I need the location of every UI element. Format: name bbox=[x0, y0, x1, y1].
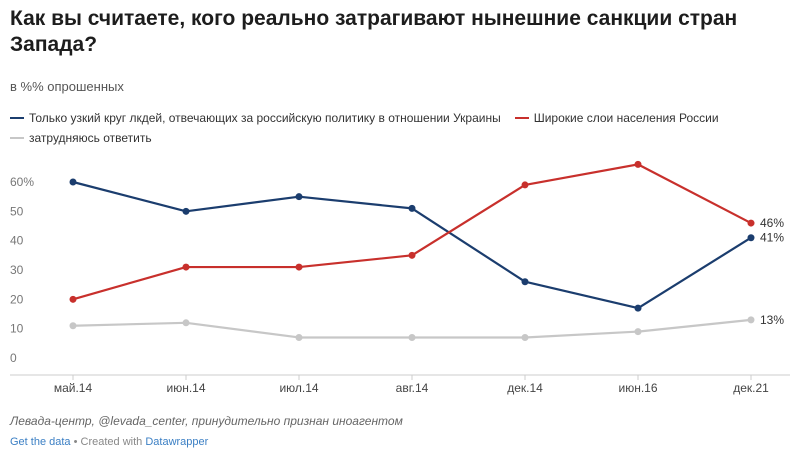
chart-subtitle: в %% опрошенных bbox=[10, 79, 124, 94]
data-point-series-3 bbox=[295, 333, 303, 341]
data-point-series-3 bbox=[747, 316, 755, 324]
legend-item-series-3: затрудняюсь ответить bbox=[10, 128, 152, 148]
legend-item-series-1: Только узкий круг лкдей, отвечающих за р… bbox=[10, 108, 501, 128]
line-chart: 60% 50 40 30 20 10 0 май.14 июн.14 июл.14 авг.14 д… bbox=[10, 160, 790, 395]
get-data-link[interactable]: Get the data bbox=[10, 436, 71, 448]
x-tick-label: дек.14 bbox=[507, 381, 543, 395]
legend: Только узкий круг лкдей, отвечающих за р… bbox=[10, 108, 790, 148]
end-label-series-1: 41% bbox=[760, 231, 784, 245]
credit-separator: • bbox=[70, 436, 81, 448]
legend-swatch-series-3 bbox=[10, 137, 24, 139]
y-tick-label: 10 bbox=[10, 322, 24, 336]
y-tick-label: 50 bbox=[10, 204, 24, 218]
end-label-series-3: 13% bbox=[760, 313, 784, 327]
x-axis-ticks: май.14 июн.14 июл.14 авг.14 дек.14 июн.16 дек.… bbox=[54, 375, 769, 395]
legend-item-series-2: Широкие слои населения России bbox=[514, 108, 719, 128]
end-label-series-2: 46% bbox=[760, 216, 784, 230]
y-tick-label: 40 bbox=[10, 234, 24, 248]
data-point-series-1 bbox=[295, 193, 303, 201]
legend-swatch-series-2 bbox=[514, 117, 529, 119]
x-tick-label: июн.14 bbox=[166, 381, 205, 395]
data-point-series-3 bbox=[182, 319, 190, 327]
y-axis-ticks: 60% 50 40 30 20 10 0 bbox=[10, 175, 34, 365]
data-point-series-3 bbox=[69, 322, 77, 330]
x-tick-label: июн.16 bbox=[618, 381, 657, 395]
data-point-series-1 bbox=[747, 234, 755, 242]
legend-label-series-3: затрудняюсь ответить bbox=[29, 131, 152, 145]
data-point-series-1 bbox=[634, 304, 642, 312]
data-point-series-1 bbox=[69, 178, 77, 186]
data-point-series-3 bbox=[408, 333, 416, 341]
data-point-series-2 bbox=[747, 219, 755, 227]
data-point-series-1 bbox=[182, 207, 190, 215]
legend-swatch-series-1 bbox=[10, 117, 24, 119]
data-point-series-3 bbox=[634, 328, 642, 336]
end-labels: 13% 41%46% bbox=[760, 216, 784, 327]
datawrapper-link[interactable]: Datawrapper bbox=[145, 436, 209, 448]
series-line-1 bbox=[72, 180, 752, 310]
y-tick-label: 60% bbox=[10, 175, 34, 189]
source-note: Левада-центр, @levada_center, принудител… bbox=[10, 414, 403, 428]
data-point-series-2 bbox=[521, 181, 529, 189]
legend-label-series-2: Широкие слои населения России bbox=[533, 111, 719, 125]
y-tick-label: 0 bbox=[10, 351, 17, 365]
x-tick-label: авг.14 bbox=[396, 381, 429, 395]
data-point-series-3 bbox=[521, 333, 529, 341]
y-tick-label: 30 bbox=[10, 263, 24, 277]
data-point-series-2 bbox=[634, 160, 642, 168]
created-with-text: Created with bbox=[80, 436, 146, 448]
series-line-2 bbox=[72, 163, 752, 301]
legend-label-series-1: Только узкий круг лкдей, отвечающих за р… bbox=[29, 111, 501, 125]
x-tick-label: июл.14 bbox=[279, 381, 318, 395]
data-point-series-2 bbox=[295, 263, 303, 271]
x-tick-label: май.14 bbox=[54, 381, 93, 395]
data-point-series-2 bbox=[182, 263, 190, 271]
y-tick-label: 20 bbox=[10, 292, 24, 306]
chart-title: Как вы считаете, кого реально затрагиваю… bbox=[10, 7, 738, 56]
credit-line: Get the data • Created with Datawrapper bbox=[10, 436, 208, 448]
x-tick-label: дек.21 bbox=[733, 381, 769, 395]
data-point-series-1 bbox=[408, 204, 416, 212]
data-point-series-2 bbox=[408, 251, 416, 259]
series-points bbox=[69, 160, 755, 341]
data-point-series-1 bbox=[521, 278, 529, 286]
series-lines bbox=[72, 163, 752, 339]
data-point-series-2 bbox=[69, 295, 77, 303]
